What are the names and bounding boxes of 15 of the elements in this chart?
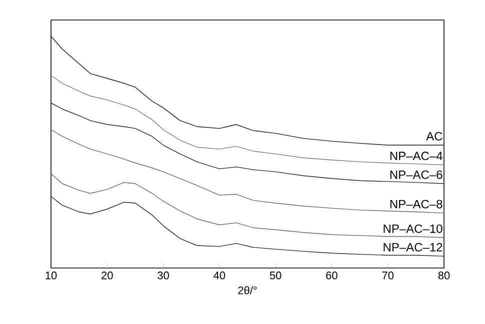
series-label: NP–AC–12 bbox=[384, 242, 442, 252]
x-tick-label: 70 bbox=[382, 272, 394, 280]
x-tick-label: 50 bbox=[270, 272, 282, 280]
series-label: NP–AC–10 bbox=[384, 224, 442, 233]
series-label: NP–AC–6 bbox=[390, 170, 442, 179]
x-tick-label: 80 bbox=[438, 272, 450, 280]
x-tick-label: 30 bbox=[158, 272, 169, 280]
x-tick-label: 60 bbox=[326, 272, 338, 280]
x-axis-title: 2θ/° bbox=[238, 286, 257, 294]
x-tick-label: 40 bbox=[214, 272, 226, 280]
series-label: NP–AC–4 bbox=[390, 152, 442, 160]
series-label: AC bbox=[426, 132, 442, 140]
x-tick-label: 20 bbox=[102, 272, 113, 280]
x-tick-label: 10 bbox=[46, 272, 57, 280]
series-label: NP–AC–8 bbox=[390, 200, 442, 208]
